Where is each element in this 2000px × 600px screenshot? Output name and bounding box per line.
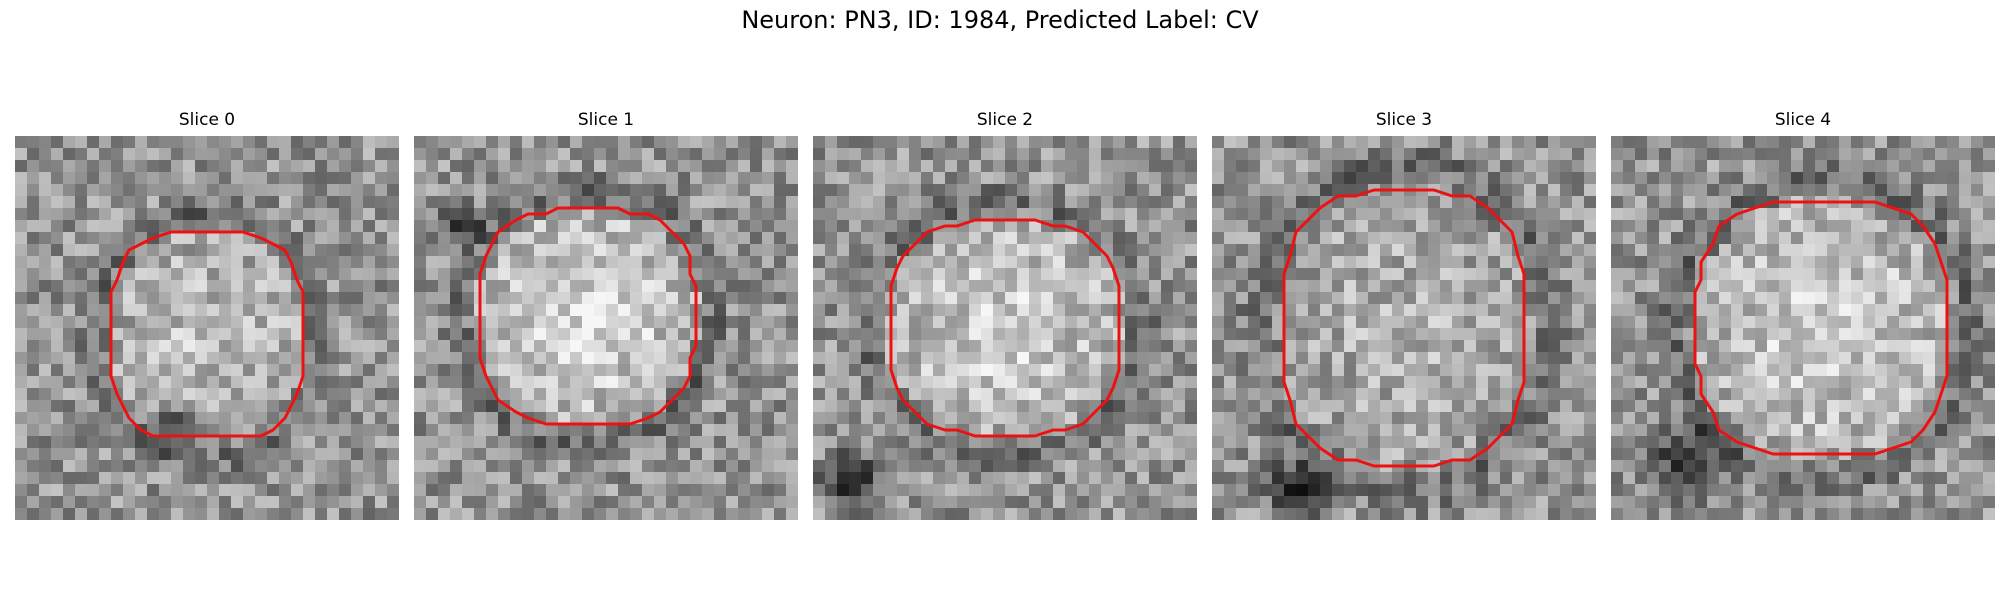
slice-image	[1212, 136, 1596, 520]
slice-panel: Slice 2	[813, 110, 1197, 520]
slice-title: Slice 3	[1375, 110, 1433, 130]
figure-title: Neuron: PN3, ID: 1984, Predicted Label: …	[741, 6, 1259, 34]
slice-image	[1611, 136, 1995, 520]
slice-title: Slice 0	[178, 110, 236, 130]
slice-image	[414, 136, 798, 520]
slice-panel: Slice 0	[15, 110, 399, 520]
slice-title: Slice 4	[1774, 110, 1832, 130]
slice-image	[813, 136, 1197, 520]
roi-contour	[1693, 200, 1949, 456]
roi-contour	[1282, 188, 1526, 468]
slice-title: Slice 1	[577, 110, 635, 130]
slice-panel: Slice 1	[414, 110, 798, 520]
roi-contour	[478, 206, 698, 426]
slice-image	[15, 136, 399, 520]
slice-panel: Slice 4	[1611, 110, 1995, 520]
slice-title: Slice 2	[976, 110, 1034, 130]
slice-panel: Slice 3	[1212, 110, 1596, 520]
roi-contour	[889, 218, 1121, 438]
roi-contour	[109, 230, 305, 438]
